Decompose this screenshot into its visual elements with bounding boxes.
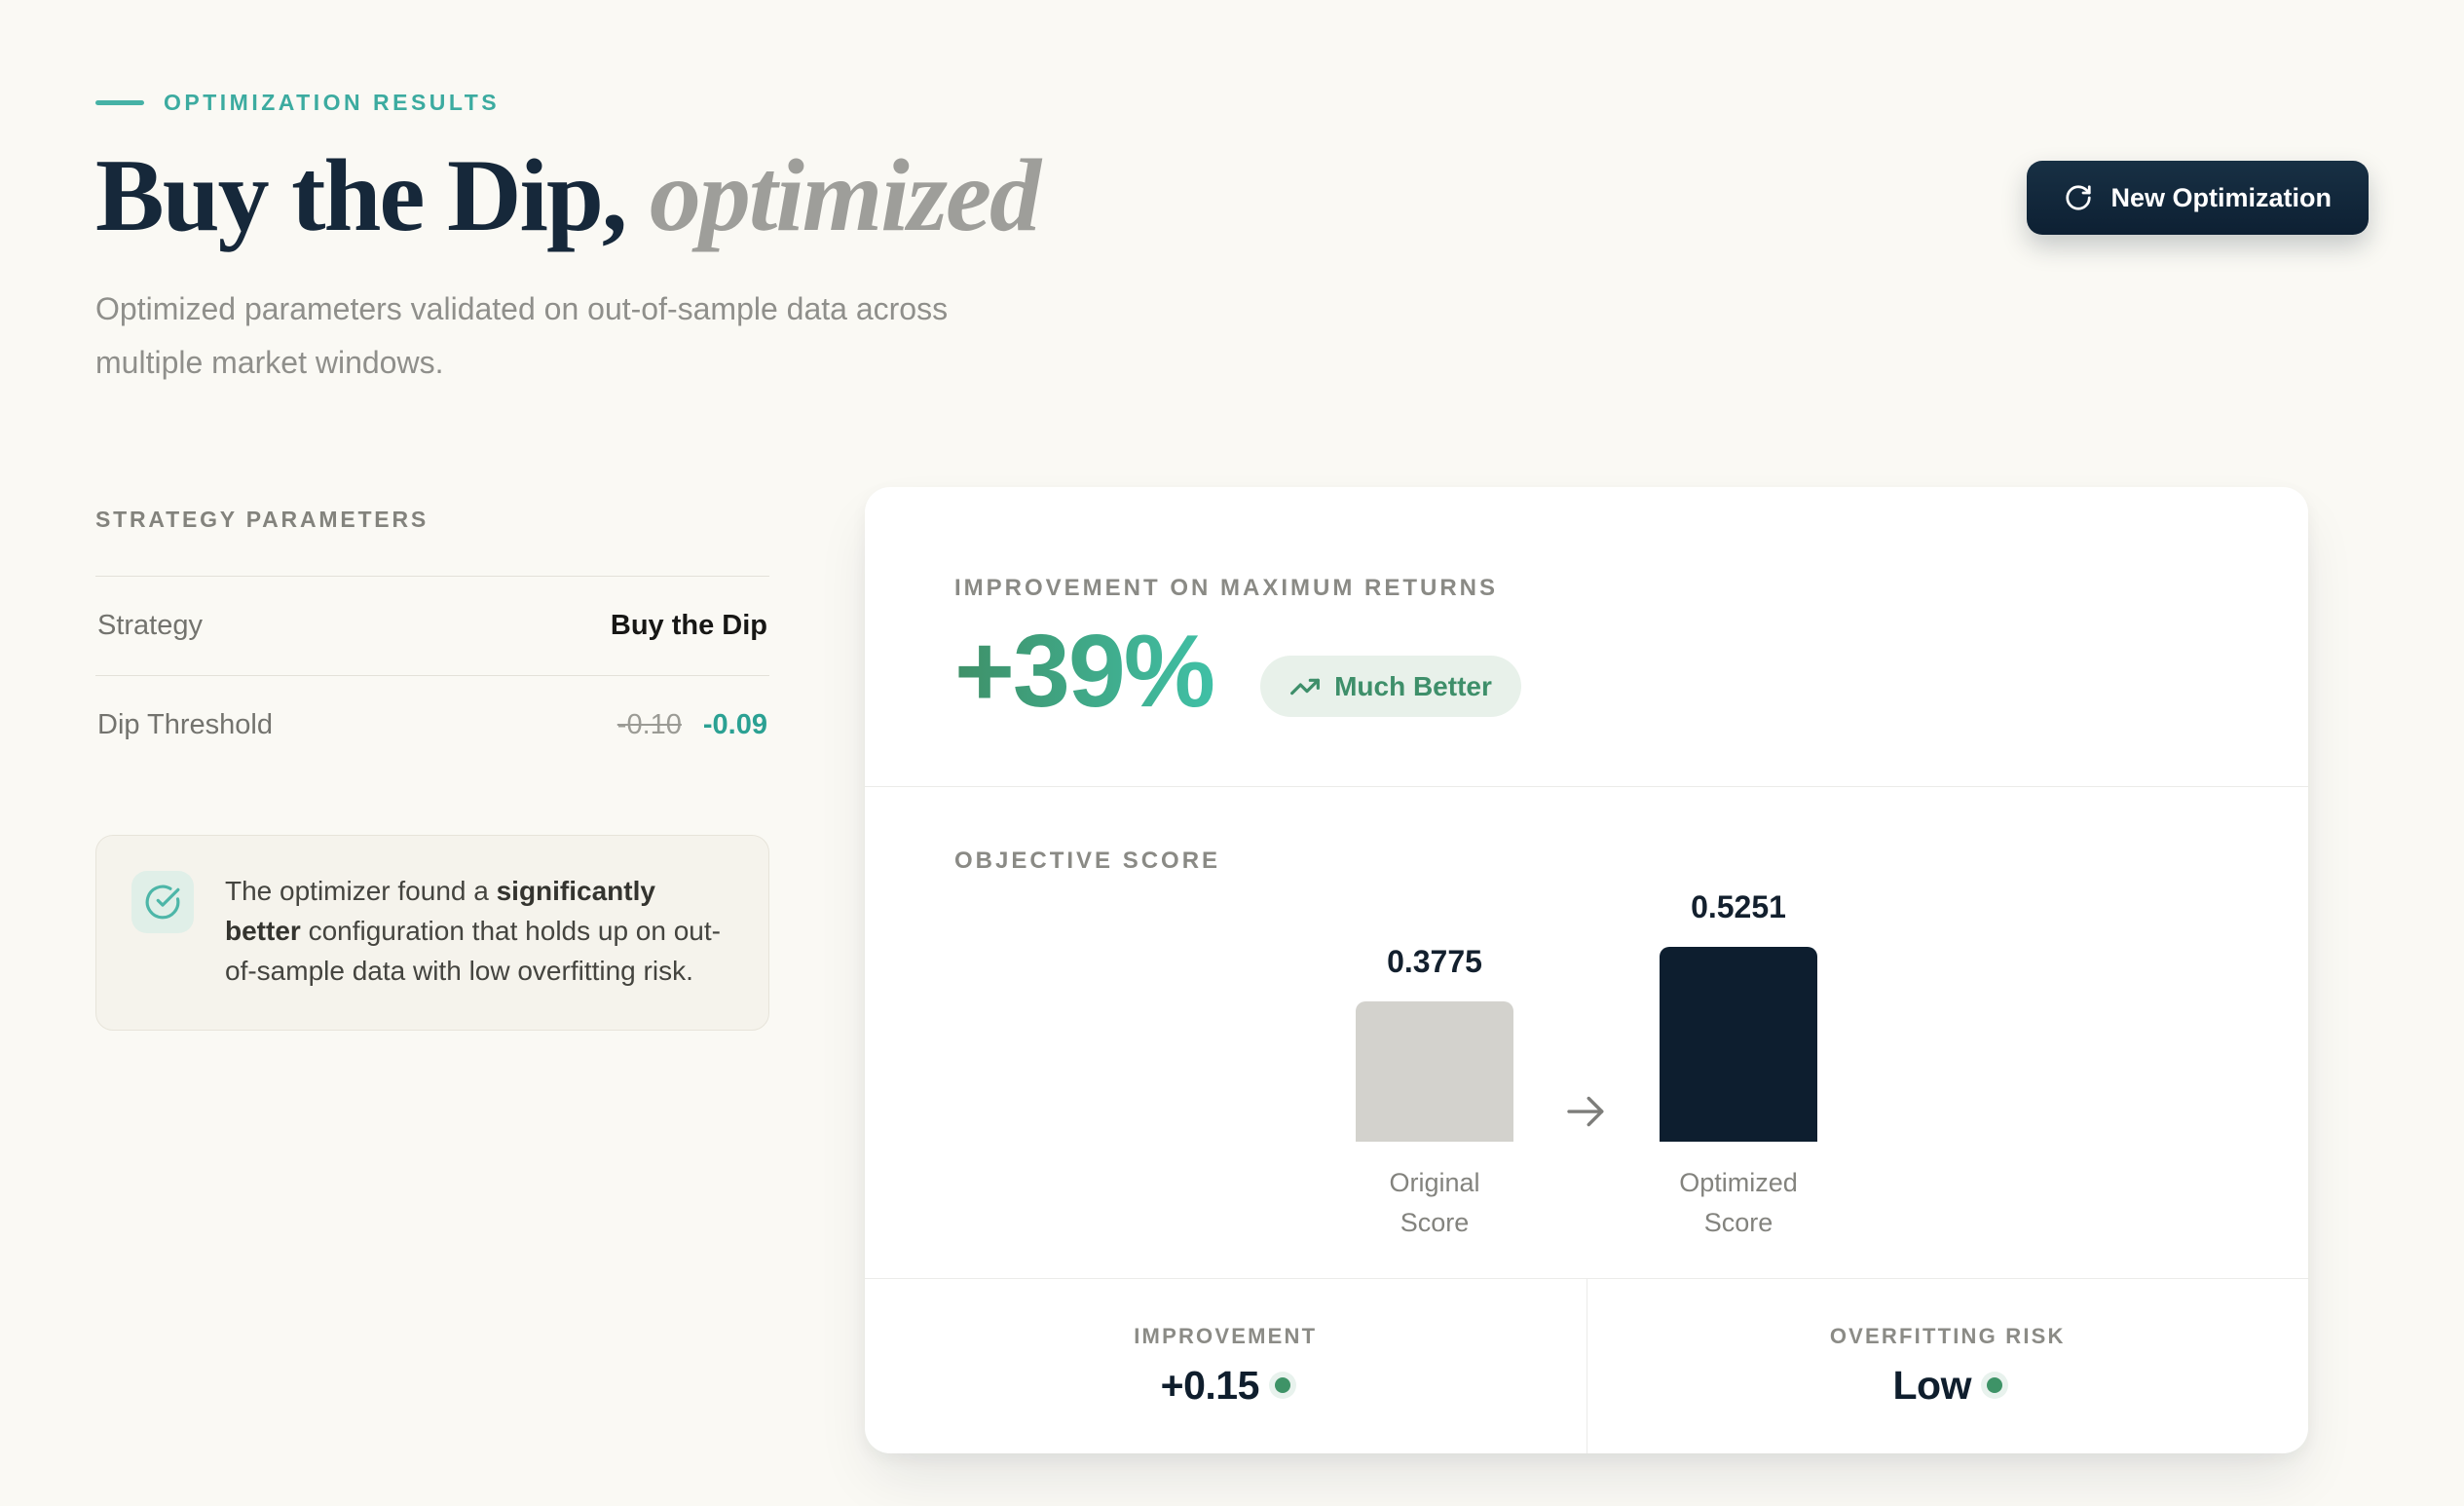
param-label: Strategy (97, 610, 203, 642)
new-optimization-label: New Optimization (2110, 182, 2332, 212)
improvement-percent: +39% (954, 614, 1215, 730)
page-title: Buy the Dip, optimized (95, 138, 1041, 252)
score-bar-chart: 0.3775 Original Score 0.5251 (954, 875, 2219, 1277)
overfitting-risk-stat: OVERFITTING RISK Low (1586, 1278, 2309, 1454)
optimized-score-column: 0.5251 Optimized Score (1660, 889, 1817, 1243)
improvement-row: +39% Much Better (954, 620, 2219, 723)
optimizer-note-text: The optimizer found a significantly bett… (225, 871, 729, 991)
eyebrow: OPTIMIZATION RESULTS (95, 90, 2369, 116)
eyebrow-dash (95, 100, 144, 105)
note-bold: significantly better (225, 876, 655, 947)
improvement-section: IMPROVEMENT ON MAXIMUM RETURNS +39% Much… (865, 487, 2308, 786)
param-value: Buy the Dip (610, 610, 767, 642)
status-dot-icon (1986, 1377, 2002, 1394)
param-change: -0.10 -0.09 (617, 709, 767, 741)
objective-score-label: OBJECTIVE SCORE (954, 847, 1221, 875)
stat-value-row: Low (1893, 1363, 2002, 1409)
table-row-strategy: Strategy Buy the Dip (95, 576, 769, 675)
bar-category-label: Optimized Score (1679, 1167, 1798, 1237)
stat-label: OVERFITTING RISK (1829, 1323, 2066, 1348)
stat-value: Low (1892, 1362, 1972, 1408)
status-dot-icon (1274, 1377, 1290, 1394)
page-title-main: Buy the Dip, (95, 138, 627, 252)
note-prefix: The optimizer found a (225, 876, 497, 907)
improvement-stat: IMPROVEMENT +0.15 (865, 1279, 1587, 1454)
header-row: Buy the Dip, optimized New Optimization (95, 116, 2369, 249)
optimized-score-bar (1660, 946, 1817, 1142)
original-score-bar (1356, 1000, 1513, 1142)
results-card: IMPROVEMENT ON MAXIMUM RETURNS +39% Much… (865, 487, 2309, 1454)
param-label: Dip Threshold (97, 709, 274, 741)
table-row-dip-threshold: Dip Threshold -0.10 -0.09 (95, 675, 769, 774)
eyebrow-label: OPTIMIZATION RESULTS (164, 90, 501, 115)
arrow-cell (1513, 875, 1660, 1242)
content: STRATEGY PARAMETERS Strategy Buy the Dip… (95, 487, 2369, 1454)
parameters-table: Strategy Buy the Dip Dip Threshold -0.10… (95, 576, 769, 774)
new-optimization-button[interactable]: New Optimization (2027, 161, 2369, 235)
strategy-parameters-heading: STRATEGY PARAMETERS (95, 507, 429, 533)
param-new-value: -0.09 (702, 709, 767, 741)
optimizer-note: The optimizer found a significantly bett… (95, 835, 769, 1032)
stat-label: IMPROVEMENT (1134, 1323, 1318, 1348)
objective-score-section: OBJECTIVE SCORE 0.3775 Original Score (865, 787, 2308, 1277)
note-suffix: configuration that holds up on out-of-sa… (225, 916, 721, 987)
bar-category-label: Original Score (1389, 1167, 1480, 1237)
stat-value: +0.15 (1160, 1362, 1260, 1408)
original-score-column: 0.3775 Original Score (1356, 944, 1513, 1243)
badge-label: Much Better (1334, 670, 1492, 701)
check-circle-icon (131, 871, 194, 934)
page-subtitle: Optimized parameters validated on out-of… (95, 291, 949, 381)
page-title-accent: optimized (625, 138, 1041, 252)
stat-value-row: +0.15 (1161, 1363, 1290, 1409)
bar-value-label: 0.3775 (1387, 943, 1482, 979)
much-better-badge: Much Better (1260, 656, 1521, 718)
bar-value-label: 0.5251 (1691, 888, 1786, 924)
strategy-parameters-panel: STRATEGY PARAMETERS Strategy Buy the Dip… (95, 487, 769, 1032)
arrow-right-icon (1560, 1085, 1613, 1138)
refresh-icon (2064, 183, 2093, 212)
card-divider (865, 786, 2308, 788)
trending-up-icon (1289, 671, 1321, 702)
card-stats-row: IMPROVEMENT +0.15 OVERFITTING RISK Low (865, 1277, 2309, 1454)
param-old-value: -0.10 (616, 709, 682, 741)
improvement-section-label: IMPROVEMENT ON MAXIMUM RETURNS (954, 575, 1498, 602)
